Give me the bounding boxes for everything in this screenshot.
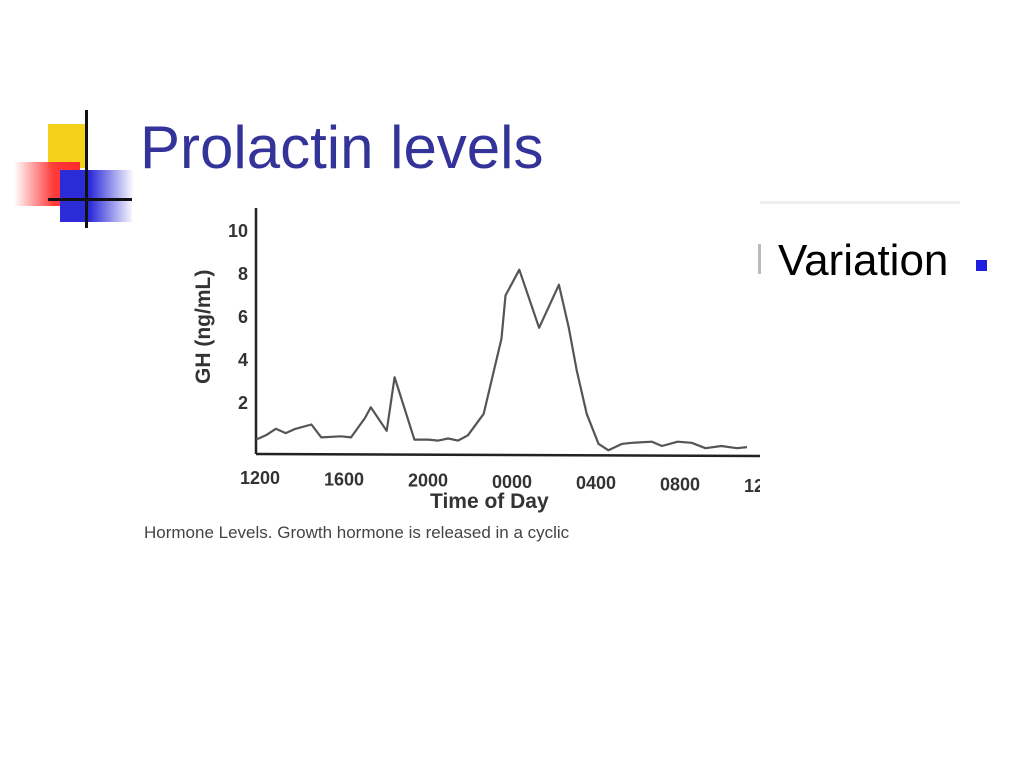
x-tick-label: 0800 [660, 475, 700, 495]
gh-series-line [255, 268, 748, 452]
title-ornament [10, 108, 140, 228]
ornament-horizontal-line [48, 198, 134, 201]
ornament-yellow-square [48, 124, 88, 168]
ornament-blue-square [60, 170, 134, 222]
x-axis-line [255, 452, 760, 458]
y-axis-title: GH (ng/mL) [192, 270, 215, 384]
x-axis-title: Time of Day [430, 490, 549, 513]
figure-caption: Hormone Levels. Growth hormone is releas… [144, 523, 570, 542]
y-tick-label: 6 [238, 307, 248, 327]
x-tick-label: 1600 [324, 469, 364, 489]
gh-chart: 2 4 6 8 10 1200 1600 2000 0000 0400 0800 12 Time of … [132, 196, 760, 542]
x-tick-label: 0000 [492, 472, 532, 492]
bullet-edge [758, 244, 761, 274]
x-tick-label: 1200 [240, 468, 280, 488]
x-tick-label: 12 [744, 476, 760, 496]
y-tick-label: 4 [238, 350, 248, 370]
bullet-item: Variation [756, 232, 996, 290]
ornament-vertical-line [85, 110, 88, 228]
x-tick-label: 2000 [408, 471, 448, 491]
y-tick-label: 10 [228, 221, 248, 241]
y-tick-label: 8 [238, 264, 248, 284]
bullet-square-icon [976, 260, 987, 271]
y-tick-label: 2 [238, 393, 248, 413]
content-divider [760, 201, 960, 204]
bullet-text: Variation [778, 236, 949, 285]
slide-title: Prolactin levels [140, 114, 544, 181]
gh-chart-svg: 2 4 6 8 10 1200 1600 2000 0000 0400 0800 12 Time of … [144, 208, 760, 542]
x-tick-label: 0400 [576, 473, 616, 493]
